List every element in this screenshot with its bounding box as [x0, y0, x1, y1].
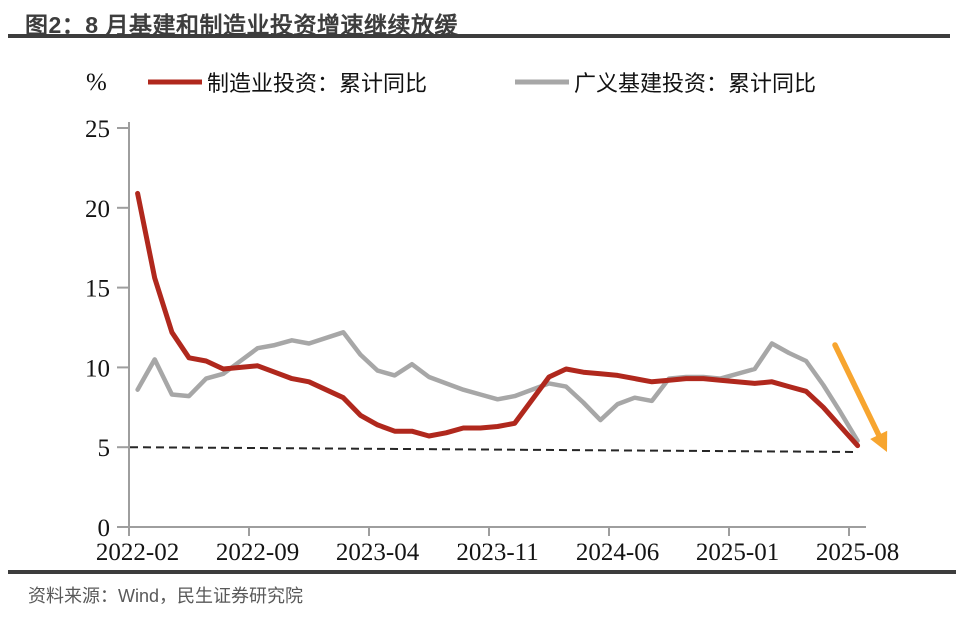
y-tick-label: 5 — [98, 435, 111, 462]
x-tick-label: 2022-02 — [96, 539, 179, 566]
reference-dashed-line — [129, 446, 859, 453]
trend-arrow-shaft — [832, 342, 882, 438]
x-tick-label: 2025-01 — [696, 539, 779, 566]
y-tick-label: 20 — [85, 196, 110, 223]
y-tick-label: 15 — [85, 276, 110, 303]
x-tick-label: 2023-11 — [456, 539, 538, 566]
title-underline — [8, 34, 950, 38]
y-tick-label: 25 — [85, 116, 110, 143]
legend-label-manufacturing: 制造业投资：累计同比 — [207, 71, 427, 96]
manufacturing-line — [135, 190, 861, 449]
chart-title: 图2：8 月基建和制造业投资增速继续放缓 — [25, 12, 458, 38]
x-tick-label: 2025-08 — [816, 539, 899, 566]
y-tick-label: 10 — [85, 355, 110, 382]
legend-label-infrastructure: 广义基建投资：累计同比 — [574, 71, 816, 96]
footer-divider — [8, 570, 956, 574]
infrastructure-line — [135, 330, 860, 444]
x-tick-label: 2022-09 — [216, 539, 299, 566]
y-axis-unit-label: % — [86, 69, 107, 96]
x-tick-label: 2023-04 — [336, 539, 420, 566]
y-tick-label: 0 — [98, 515, 111, 542]
trend-arrow-head — [870, 430, 888, 452]
x-tick-label: 2024-06 — [576, 539, 659, 566]
source-note: 资料来源：Wind，民生证券研究院 — [28, 586, 304, 606]
